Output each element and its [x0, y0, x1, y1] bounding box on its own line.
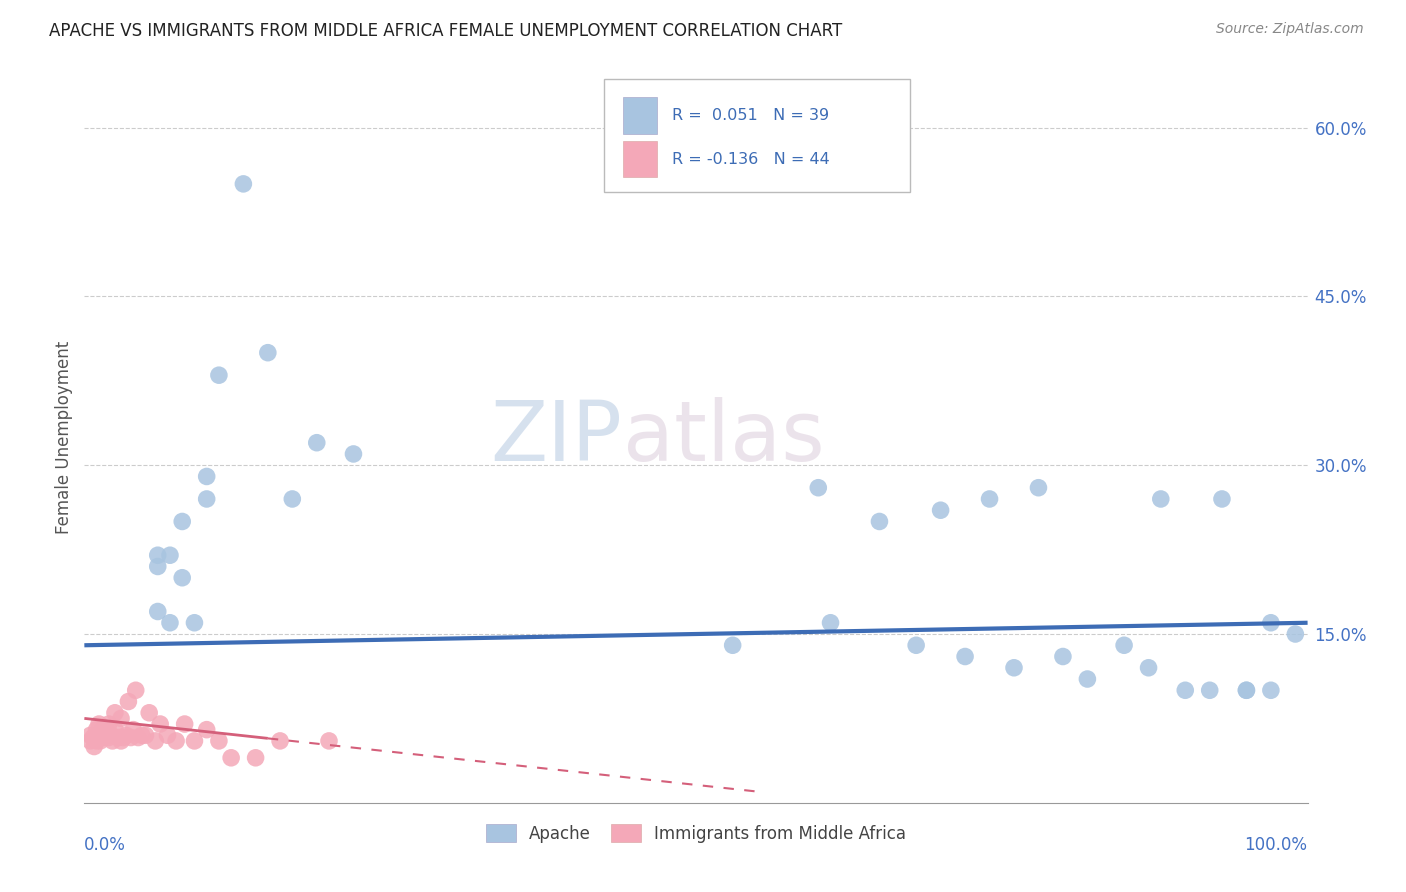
Point — [820, 615, 842, 630]
Point — [107, 731, 129, 745]
Point — [146, 548, 169, 562]
Point — [1236, 683, 1258, 698]
Point — [112, 731, 135, 745]
Text: R = -0.136   N = 44: R = -0.136 N = 44 — [672, 152, 830, 167]
Point — [82, 731, 104, 745]
Point — [1260, 683, 1282, 698]
Point — [1260, 615, 1282, 630]
Point — [87, 717, 110, 731]
Point — [1114, 638, 1136, 652]
Y-axis label: Female Unemployment: Female Unemployment — [55, 341, 73, 533]
Point — [89, 734, 111, 748]
FancyBboxPatch shape — [623, 141, 657, 178]
Point — [305, 435, 328, 450]
Point — [156, 728, 179, 742]
FancyBboxPatch shape — [605, 78, 910, 192]
Point — [91, 723, 114, 737]
Text: atlas: atlas — [623, 397, 824, 477]
Point — [159, 615, 181, 630]
Point — [869, 515, 891, 529]
Point — [79, 734, 101, 748]
Point — [195, 491, 218, 506]
Point — [149, 717, 172, 731]
Point — [83, 739, 105, 754]
Point — [135, 728, 157, 742]
Point — [125, 683, 148, 698]
Point — [87, 728, 110, 742]
Point — [146, 605, 169, 619]
Point — [100, 728, 122, 742]
Text: APACHE VS IMMIGRANTS FROM MIDDLE AFRICA FEMALE UNEMPLOYMENT CORRELATION CHART: APACHE VS IMMIGRANTS FROM MIDDLE AFRICA … — [49, 22, 842, 40]
Point — [146, 559, 169, 574]
Point — [183, 615, 205, 630]
Point — [101, 734, 124, 748]
Point — [318, 734, 340, 748]
Point — [232, 177, 254, 191]
Point — [172, 515, 194, 529]
Point — [86, 734, 108, 748]
Point — [219, 751, 242, 765]
Point — [1052, 649, 1074, 664]
Point — [79, 728, 101, 742]
Point — [1028, 481, 1050, 495]
Point — [1150, 491, 1173, 506]
Point — [953, 649, 976, 664]
Point — [905, 638, 928, 652]
Point — [807, 481, 830, 495]
Point — [159, 548, 181, 562]
Point — [195, 723, 218, 737]
Point — [1002, 661, 1025, 675]
Point — [979, 491, 1001, 506]
Point — [929, 503, 952, 517]
Point — [117, 694, 139, 708]
Point — [110, 734, 132, 748]
Point — [208, 368, 231, 383]
Text: Source: ZipAtlas.com: Source: ZipAtlas.com — [1216, 22, 1364, 37]
Point — [104, 723, 127, 737]
Point — [97, 731, 120, 745]
Point — [1174, 683, 1197, 698]
Text: 100.0%: 100.0% — [1244, 836, 1308, 854]
Point — [104, 706, 127, 720]
Point — [208, 734, 231, 748]
Point — [94, 728, 117, 742]
Point — [342, 447, 364, 461]
Point — [1198, 683, 1220, 698]
Point — [91, 731, 114, 745]
Point — [131, 728, 153, 742]
Point — [245, 751, 267, 765]
Point — [257, 345, 280, 359]
Point — [721, 638, 744, 652]
Point — [183, 734, 205, 748]
Point — [138, 706, 160, 720]
Point — [172, 571, 194, 585]
Text: 0.0%: 0.0% — [84, 836, 127, 854]
Point — [86, 723, 108, 737]
Point — [281, 491, 304, 506]
Point — [1137, 661, 1160, 675]
Point — [127, 731, 149, 745]
Point — [1211, 491, 1233, 506]
Point — [165, 734, 187, 748]
Legend: Apache, Immigrants from Middle Africa: Apache, Immigrants from Middle Africa — [479, 818, 912, 849]
Point — [1284, 627, 1306, 641]
Point — [1236, 683, 1258, 698]
Point — [96, 723, 118, 737]
FancyBboxPatch shape — [623, 97, 657, 134]
Point — [195, 469, 218, 483]
Point — [97, 717, 120, 731]
Point — [122, 723, 145, 737]
Point — [1076, 672, 1098, 686]
Point — [173, 717, 195, 731]
Point — [115, 728, 138, 742]
Point — [143, 734, 166, 748]
Text: ZIP: ZIP — [491, 397, 623, 477]
Point — [120, 731, 142, 745]
Text: R =  0.051   N = 39: R = 0.051 N = 39 — [672, 108, 828, 123]
Point — [110, 711, 132, 725]
Point — [269, 734, 291, 748]
